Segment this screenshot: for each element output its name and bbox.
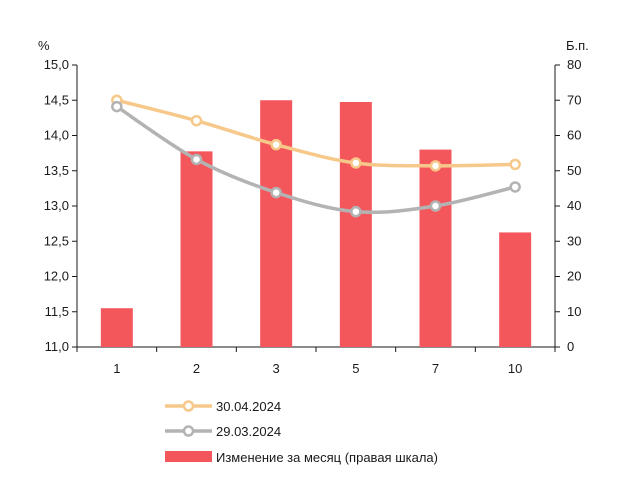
left-tick-label: 14,5	[44, 92, 69, 107]
lines-group	[111, 94, 521, 218]
series-point	[509, 181, 521, 193]
bar	[419, 149, 452, 347]
legend-bar-swatch	[165, 451, 212, 462]
series-line-29.03.2024	[115, 105, 516, 215]
series-point	[270, 138, 282, 151]
series-point	[111, 100, 123, 113]
axes: 11,0 11,5 12,0 12,5 13,0 13,5 14,0 14,5 15,0 0 10 2…	[44, 57, 582, 376]
left-tick-label: 13,5	[44, 163, 69, 178]
bar	[180, 151, 213, 347]
left-tick-label: 15,0	[44, 57, 69, 72]
left-tick-label: 13,0	[44, 198, 69, 213]
right-tick-label: 40	[567, 198, 581, 213]
series-line-30.04.2024	[116, 98, 516, 168]
left-tick-label: 12,0	[44, 269, 69, 284]
series-point	[350, 157, 362, 169]
bar	[499, 232, 532, 347]
x-tick-label: 7	[432, 361, 439, 376]
series-point	[429, 160, 442, 172]
legend-label: 30.04.2024	[216, 399, 281, 414]
right-tick-label: 20	[567, 269, 581, 284]
series-point	[190, 153, 203, 166]
right-axis-unit: Б.п.	[566, 38, 589, 53]
left-axis-unit: %	[38, 38, 50, 53]
left-tick-label: 14,0	[44, 128, 69, 143]
legend: 30.04.2024 29.03.2024 Изменение за месяц (…	[165, 399, 438, 465]
left-tick-label: 11,5	[45, 304, 69, 319]
series-point	[190, 114, 203, 127]
legend-label: Изменение за месяц (правая шкала)	[216, 450, 438, 465]
right-tick-label: 50	[567, 163, 581, 178]
x-tick-label: 5	[352, 361, 359, 376]
x-tick-label: 2	[193, 361, 200, 376]
x-tick-label: 3	[273, 361, 280, 376]
right-tick-label: 30	[567, 233, 581, 248]
series-point	[270, 186, 282, 199]
x-tick-label: 10	[508, 361, 522, 376]
bar	[260, 100, 293, 347]
legend-label: 29.03.2024	[216, 424, 281, 439]
bar	[100, 308, 133, 347]
legend-marker	[182, 425, 195, 437]
series-point	[429, 200, 442, 212]
left-tick-label: 12,5	[44, 233, 69, 248]
right-tick-label: 60	[567, 128, 581, 143]
legend-marker	[182, 400, 195, 412]
right-tick-label: 70	[567, 92, 581, 107]
bars-group	[100, 100, 532, 347]
series-point	[509, 158, 521, 171]
x-tick-label: 1	[113, 361, 120, 376]
right-tick-label: 10	[567, 304, 581, 319]
left-tick-label: 11,0	[45, 339, 69, 354]
right-tick-label: 80	[567, 57, 581, 72]
right-tick-label: 0	[567, 339, 574, 354]
series-point	[350, 205, 362, 218]
bar	[339, 102, 372, 347]
